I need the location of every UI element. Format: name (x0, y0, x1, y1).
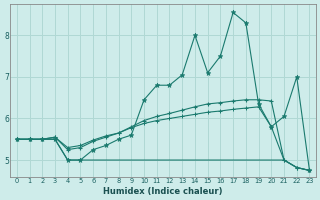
X-axis label: Humidex (Indice chaleur): Humidex (Indice chaleur) (103, 187, 223, 196)
